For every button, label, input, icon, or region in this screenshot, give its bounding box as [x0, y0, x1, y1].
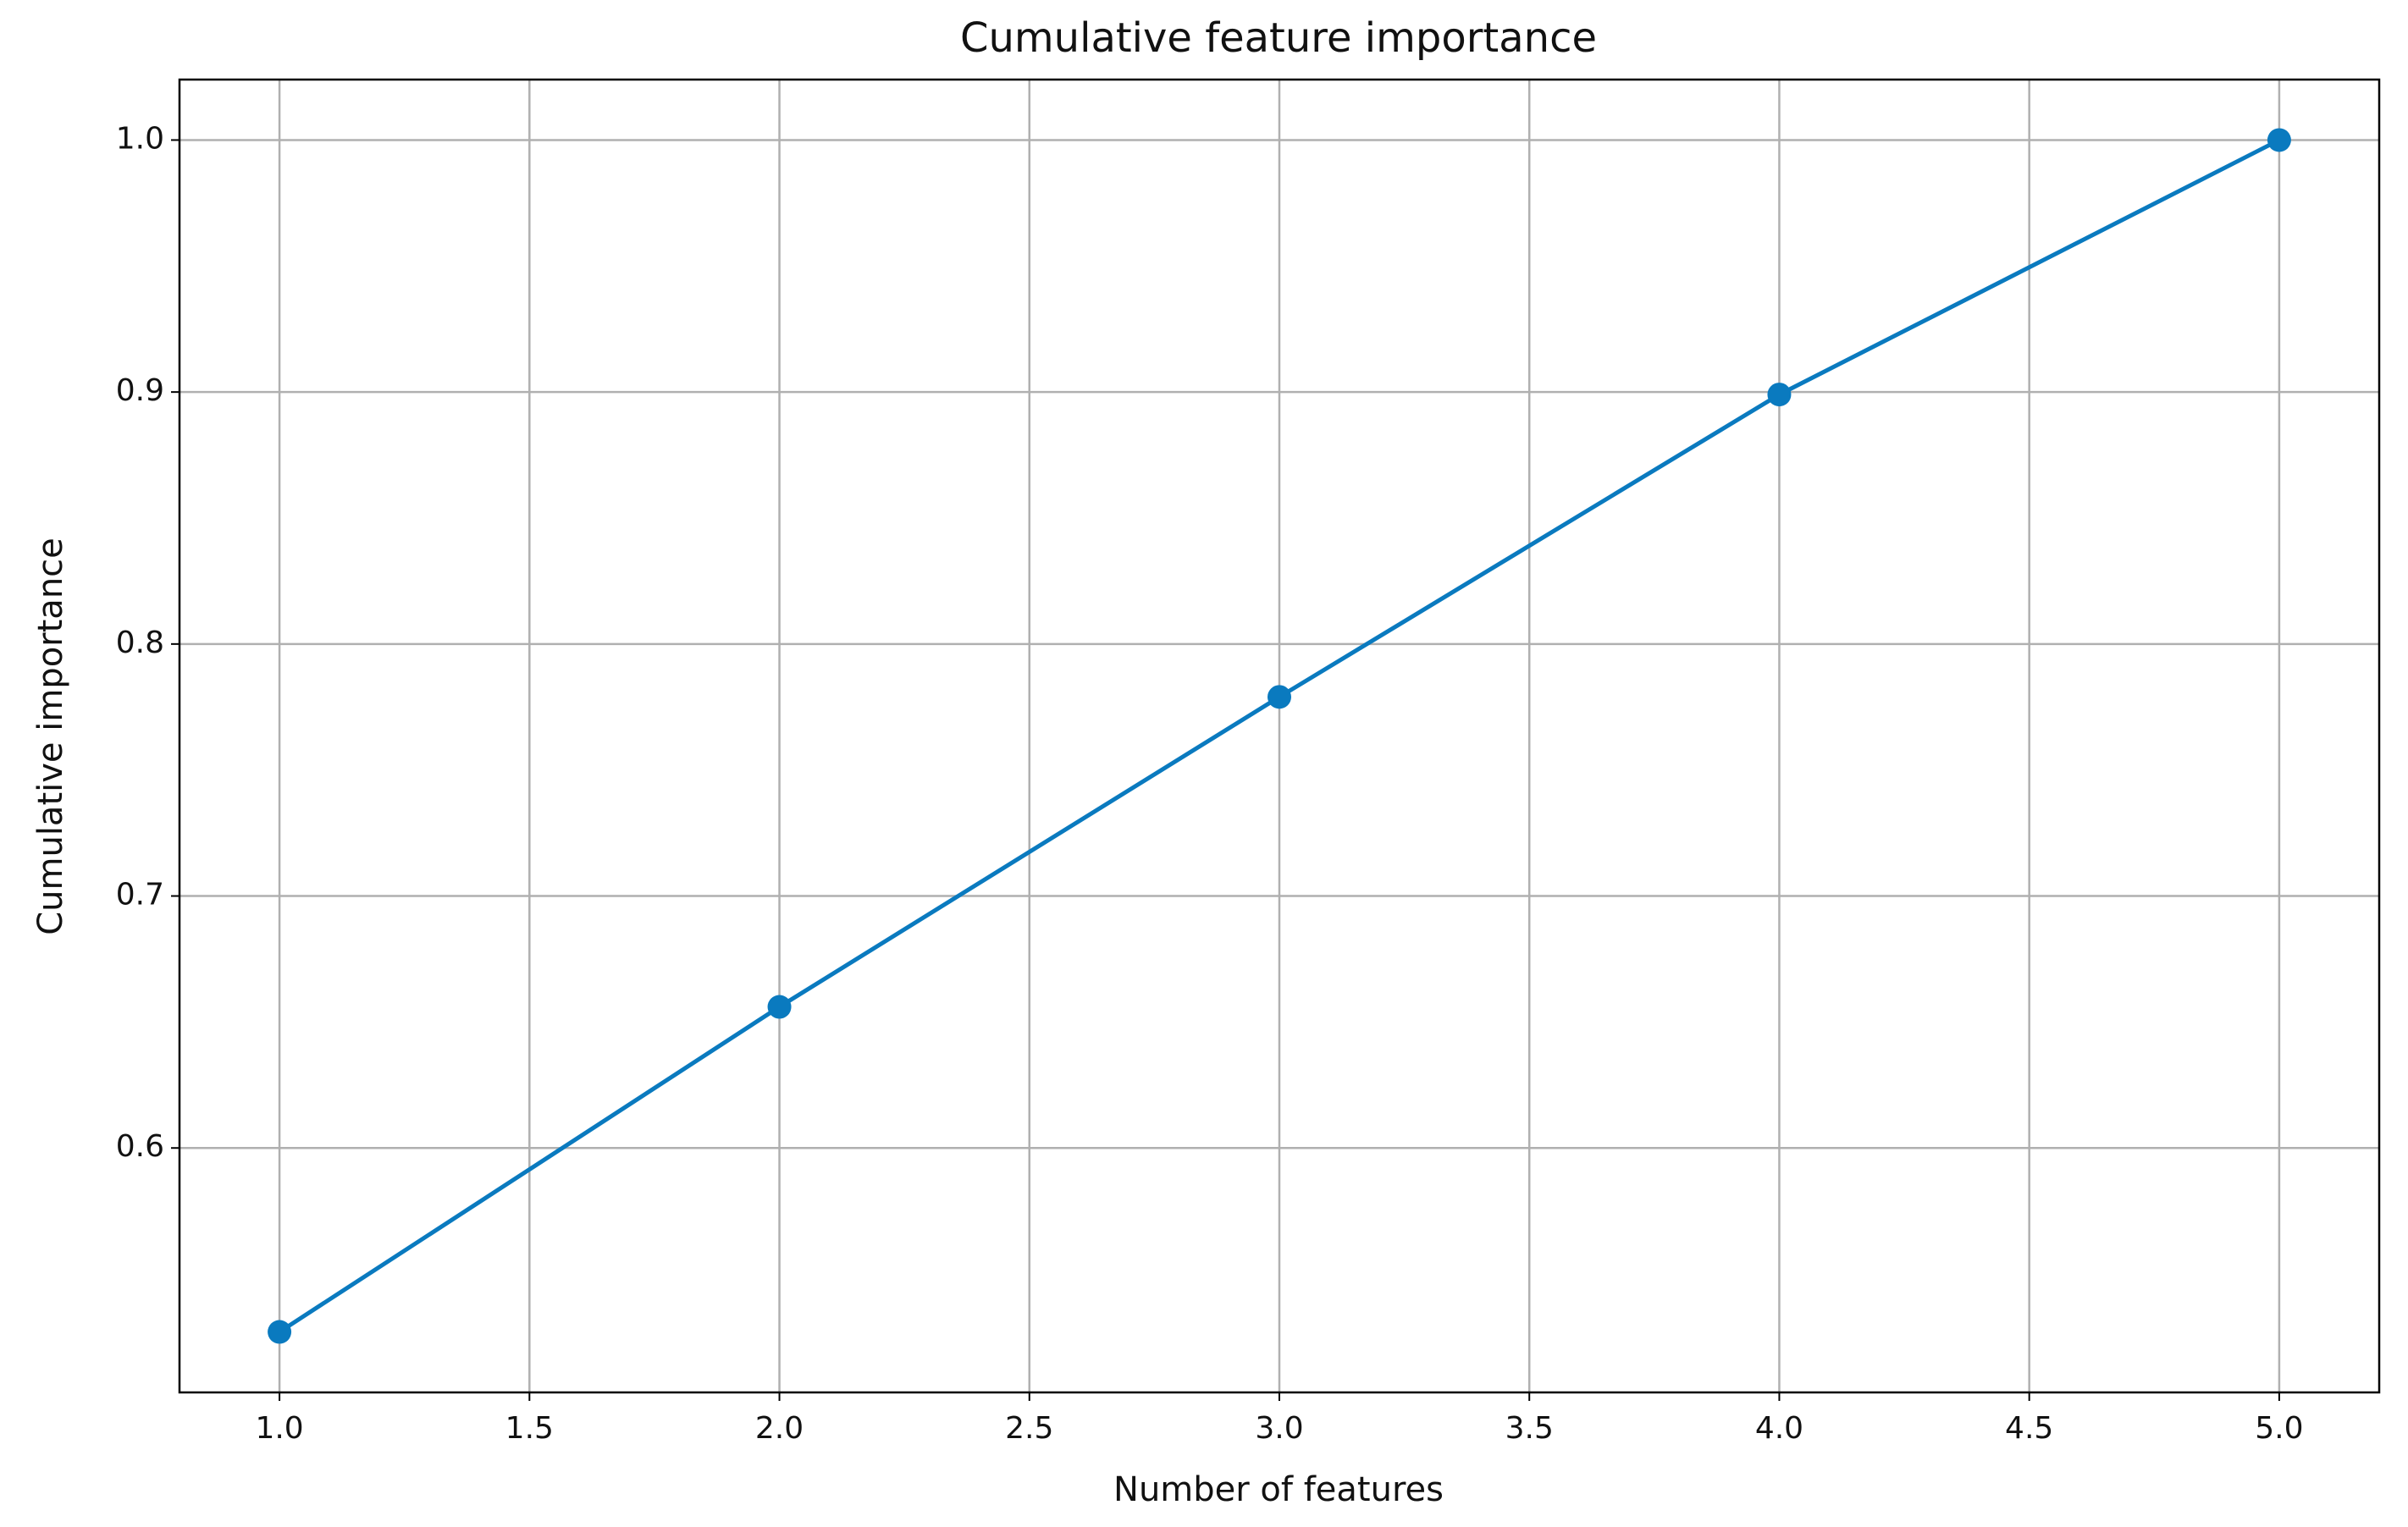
x-tick-label: 3.5 [1505, 1411, 1554, 1446]
point [767, 995, 792, 1019]
y-tick-label: 0.7 [116, 878, 164, 912]
y-axis-label: Cumulative importance [31, 537, 70, 935]
plot-frame [178, 78, 2381, 1394]
chart-title: Cumulative feature importance [960, 14, 1597, 62]
x-tick-label: 5.0 [2255, 1411, 2303, 1446]
x-tick-label: 1.5 [505, 1411, 554, 1446]
x-tick-label: 2.5 [1005, 1411, 1053, 1446]
point [268, 1320, 292, 1344]
point [1767, 383, 1792, 407]
x-tick-label: 4.0 [1755, 1411, 1803, 1446]
y-tick-label: 0.6 [116, 1129, 164, 1164]
x-tick-label: 1.0 [255, 1411, 303, 1446]
y-tick-label: 0.9 [116, 373, 164, 408]
y-tick-label: 0.8 [116, 626, 164, 660]
point [2267, 128, 2291, 152]
point [1268, 685, 1291, 709]
y-tick-label: 1.0 [116, 121, 164, 156]
x-tick-label: 4.5 [2005, 1411, 2053, 1446]
x-tick-label: 3.0 [1255, 1411, 1303, 1446]
x-tick-label: 2.0 [755, 1411, 804, 1446]
x-axis-label: Number of features [1113, 1470, 1444, 1509]
